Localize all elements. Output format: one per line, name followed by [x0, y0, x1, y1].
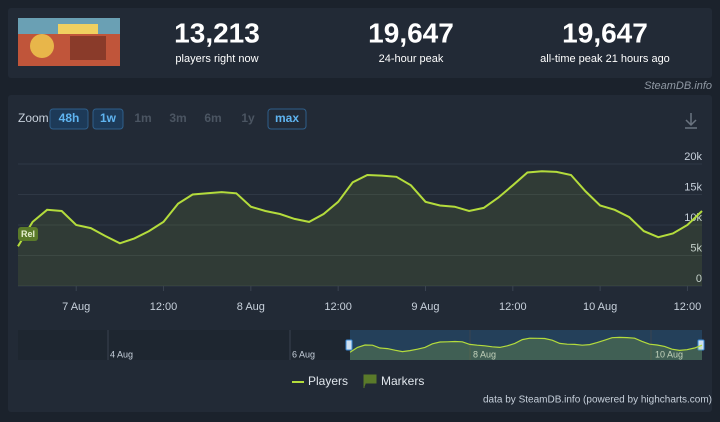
zoom-button[interactable] [267, 108, 307, 130]
stats-panel [8, 8, 712, 78]
stat-label: players right now [175, 53, 258, 65]
x-tick-label: 9 Aug [411, 301, 439, 313]
download-icon[interactable] [685, 113, 697, 129]
zoom-button-label[interactable]: 1y [241, 111, 255, 125]
navigator-label: 10 Aug [655, 349, 683, 359]
y-tick-label: 0 [696, 273, 702, 285]
legend-swatch[interactable] [363, 374, 377, 388]
zoom-button-label[interactable]: 3m [169, 111, 186, 125]
navigator-handle[interactable] [345, 339, 353, 351]
navigator-line [349, 336, 703, 353]
stat-value: 13,213 [174, 17, 260, 48]
marker-label[interactable]: Rel [21, 229, 35, 239]
x-tick-label: 7 Aug [62, 301, 90, 313]
y-tick-label: 15k [684, 181, 702, 193]
y-tick-label: 20k [684, 151, 702, 163]
navigator-label: 8 Aug [473, 349, 496, 359]
y-tick-label: 5k [690, 242, 702, 254]
series-area [18, 171, 702, 286]
zoom-button-label[interactable]: max [275, 111, 299, 125]
x-tick-label: 12:00 [674, 301, 702, 313]
zoom-button-label[interactable]: 1w [100, 111, 117, 125]
marker-flag[interactable] [18, 227, 38, 241]
zoom-label: Zoom [18, 111, 49, 125]
zoom-button-label[interactable]: 1m [134, 111, 151, 125]
legend-label[interactable]: Players [308, 374, 348, 388]
navigator-label: 4 Aug [110, 349, 133, 359]
x-tick-label: 8 Aug [237, 301, 265, 313]
credit[interactable]: data by SteamDB.info (powered by highcha… [483, 395, 712, 406]
navigator-window[interactable] [350, 330, 702, 360]
legend-label[interactable]: Markers [381, 374, 424, 388]
stat-value: 19,647 [368, 17, 454, 48]
stat-label: all-time peak 21 hours ago [540, 53, 670, 65]
x-tick-label: 12:00 [324, 301, 352, 313]
x-tick-label: 10 Aug [583, 301, 617, 313]
series-line [17, 170, 703, 247]
source[interactable]: SteamDB.info [644, 80, 712, 92]
stat-value: 19,647 [562, 17, 648, 48]
zoom-button-label[interactable]: 48h [59, 111, 80, 125]
stat-label: 24-hour peak [379, 53, 444, 65]
zoom-button[interactable] [92, 108, 124, 130]
zoom-button-label[interactable]: 6m [204, 111, 221, 125]
x-tick-label: 12:00 [499, 301, 527, 313]
x-tick-label: 12:00 [150, 301, 178, 313]
game-thumbnail [18, 18, 120, 66]
navigator-label: 6 Aug [292, 349, 315, 359]
zoom-button[interactable] [49, 108, 89, 130]
